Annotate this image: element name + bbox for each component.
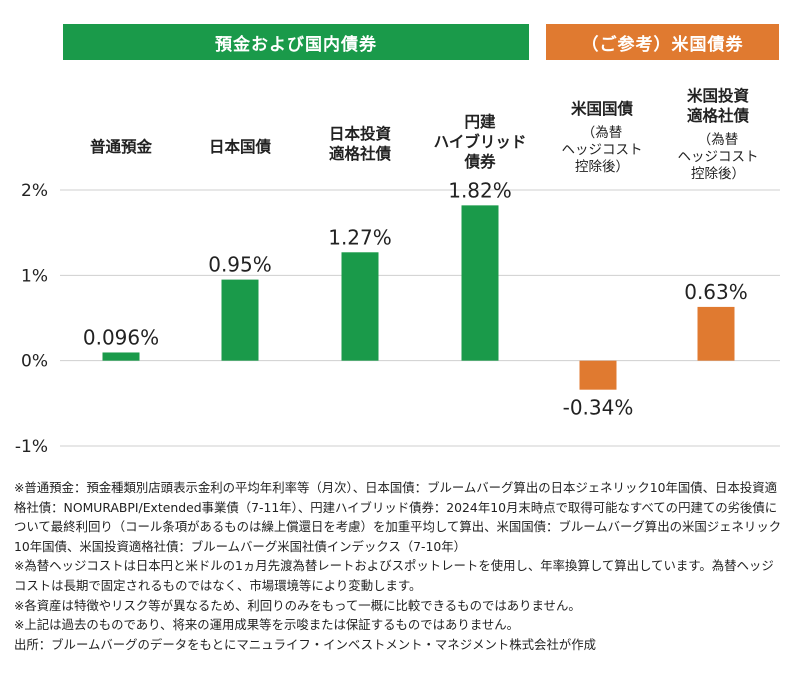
bar-value-label: 1.82% <box>448 178 512 202</box>
y-tick-label: 0% <box>21 352 48 372</box>
bar-value-label: 0.95% <box>208 253 272 277</box>
bar-value-label: 0.096% <box>83 325 159 349</box>
footnote: ※為替ヘッジコストは日本円と米ドルの1ヵ月先渡為替レートおよびスポットレートを使… <box>14 558 774 593</box>
domestic-banner: 預金および国内債券 <box>63 24 529 60</box>
footnotes: ※普通預金：預金種類別店頭表示金利の平均年利率等（月次）、日本国債：ブルームバー… <box>14 478 786 654</box>
category-label-ust: 米国国債 （為替 ヘッジコスト 控除後） <box>532 79 672 196</box>
bar <box>697 306 735 361</box>
y-tick-label: 1% <box>21 266 48 286</box>
footnote: ※普通預金：預金種類別店頭表示金利の平均年利率等（月次）、日本国債：ブルームバー… <box>14 480 782 554</box>
category-label-us-corp: 米国投資 適格社債 （為替 ヘッジコスト 控除後） <box>648 66 788 203</box>
bar <box>221 279 259 361</box>
bar-value-label: 0.63% <box>684 280 748 304</box>
bar <box>341 252 379 361</box>
bar-value-label: -0.34% <box>563 396 634 420</box>
footnote: ※上記は過去のものであり、将来の運用成果等を示唆または保証するものではありません… <box>14 617 520 633</box>
bar <box>102 352 140 361</box>
y-tick-label: -1% <box>15 437 48 457</box>
footnote: ※各資産は特徴やリスク等が異なるため、利回りのみをもって一概に比較できるものでは… <box>14 597 581 613</box>
category-label-jp-corp: 日本投資 適格社債 <box>328 125 391 163</box>
bar-value-label: 1.27% <box>328 225 392 249</box>
footnote: 出所：ブルームバーグのデータをもとにマニュライフ・インベストメント・マネジメント… <box>14 636 596 652</box>
category-note-us-corp: （為替 ヘッジコスト 控除後） <box>677 132 759 182</box>
bar-chart: 2% 1% 0% -1% 0.096% 0.95% 1.27% 1.82% -0.34% 0.63… <box>15 178 780 457</box>
category-label-yen-hybrid: 円建 ハイブリッド 債券 <box>433 113 527 171</box>
bar <box>579 360 617 390</box>
category-label-savings: 普通預金 <box>89 138 152 156</box>
us-banner: （ご参考）米国債券 <box>546 24 779 60</box>
category-note-ust: （為替 ヘッジコスト 控除後） <box>561 125 643 175</box>
bar <box>461 205 499 361</box>
y-tick-label: 2% <box>21 181 48 201</box>
category-label-jgb: 日本国債 <box>208 138 271 156</box>
